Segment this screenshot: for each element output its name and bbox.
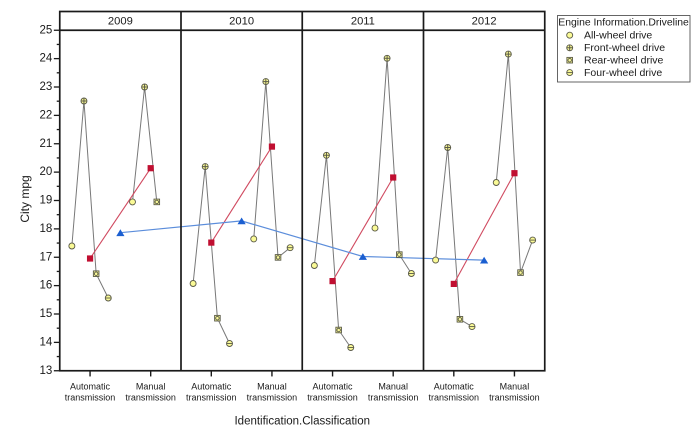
svg-text:Front-wheel drive: Front-wheel drive: [584, 42, 665, 54]
svg-text:2009: 2009: [108, 15, 133, 27]
svg-text:Manual: Manual: [378, 381, 408, 391]
svg-text:transmission: transmission: [489, 392, 540, 402]
svg-text:16: 16: [39, 280, 52, 292]
svg-text:transmission: transmission: [247, 392, 298, 402]
svg-text:2010: 2010: [229, 15, 254, 27]
svg-text:18: 18: [39, 223, 52, 235]
svg-text:Engine Information.Driveline: Engine Information.Driveline: [558, 17, 689, 28]
svg-text:24: 24: [39, 53, 52, 65]
svg-text:All-wheel drive: All-wheel drive: [584, 30, 652, 42]
svg-text:Automatic: Automatic: [313, 381, 354, 391]
svg-text:2012: 2012: [472, 15, 497, 27]
svg-text:transmission: transmission: [368, 392, 419, 402]
svg-text:20: 20: [39, 166, 52, 178]
svg-text:13: 13: [39, 365, 52, 377]
svg-text:transmission: transmission: [186, 392, 237, 402]
svg-text:Manual: Manual: [257, 381, 287, 391]
svg-text:transmission: transmission: [65, 392, 116, 402]
svg-text:Four-wheel drive: Four-wheel drive: [584, 67, 662, 79]
svg-text:transmission: transmission: [429, 392, 480, 402]
svg-text:transmission: transmission: [125, 392, 176, 402]
svg-text:2011: 2011: [351, 15, 375, 27]
svg-text:Rear-wheel drive: Rear-wheel drive: [584, 55, 664, 67]
svg-text:15: 15: [39, 308, 52, 320]
svg-text:Automatic: Automatic: [191, 381, 232, 391]
svg-text:Identification.Classification: Identification.Classification: [234, 416, 370, 428]
svg-text:21: 21: [39, 138, 52, 150]
svg-text:transmission: transmission: [307, 392, 358, 402]
svg-text:25: 25: [39, 24, 52, 36]
svg-text:23: 23: [39, 81, 52, 93]
svg-text:City mpg: City mpg: [18, 175, 32, 222]
svg-text:Automatic: Automatic: [70, 381, 111, 391]
svg-text:Manual: Manual: [500, 381, 530, 391]
svg-text:19: 19: [39, 195, 52, 207]
svg-text:22: 22: [39, 109, 52, 121]
svg-text:Manual: Manual: [136, 381, 166, 391]
svg-text:17: 17: [39, 251, 52, 263]
svg-text:Automatic: Automatic: [434, 381, 475, 391]
svg-text:14: 14: [39, 336, 52, 348]
